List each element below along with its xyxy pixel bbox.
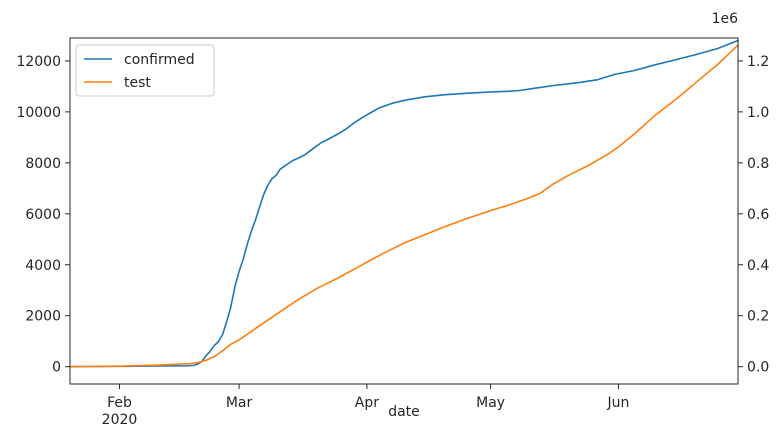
y-right-offset-label: 1e6 bbox=[712, 11, 739, 27]
y-right-tick-label: 0.4 bbox=[747, 258, 769, 274]
x-tick-sublabel: 2020 bbox=[102, 412, 138, 428]
y-left-tick-label: 4000 bbox=[25, 258, 61, 274]
x-tick-label: Feb bbox=[107, 395, 132, 411]
x-tick-label: Apr bbox=[355, 395, 379, 411]
y-left-tick-label: 0 bbox=[52, 360, 61, 376]
y-right-tick-label: 0.0 bbox=[747, 360, 769, 376]
y-left-tick-label: 12000 bbox=[16, 54, 61, 70]
y-left-tick-label: 10000 bbox=[16, 105, 61, 121]
y-axis-right: 0.0 0.2 0.4 0.6 0.8 1.0 1.2 bbox=[738, 54, 769, 376]
y-left-tick-label: 6000 bbox=[25, 207, 61, 223]
x-tick-label: May bbox=[476, 395, 505, 411]
legend-label-confirmed: confirmed bbox=[124, 52, 195, 68]
plot-border bbox=[69, 37, 739, 385]
legend: confirmed test bbox=[75, 44, 215, 97]
y-right-tick-label: 0.2 bbox=[747, 309, 769, 325]
x-tick-label: Mar bbox=[226, 395, 253, 411]
x-tick-label: Jun bbox=[606, 395, 629, 411]
y-right-tick-label: 0.6 bbox=[747, 207, 769, 223]
y-left-tick-label: 2000 bbox=[25, 309, 61, 325]
y-axis-left: 0 2000 4000 6000 8000 10000 12000 bbox=[16, 54, 70, 376]
series-layer bbox=[69, 39, 740, 368]
legend-box bbox=[75, 44, 215, 97]
x-axis-title: date bbox=[388, 404, 420, 420]
y-right-tick-label: 1.0 bbox=[747, 105, 769, 121]
y-right-tick-label: 1.2 bbox=[747, 54, 769, 70]
legend-label-test: test bbox=[124, 75, 151, 91]
y-right-tick-label: 0.8 bbox=[747, 156, 769, 172]
series-line-confirmed bbox=[69, 39, 740, 368]
plot-border-rect bbox=[69, 37, 739, 385]
y-left-tick-label: 8000 bbox=[25, 156, 61, 172]
series-line-test bbox=[69, 43, 740, 368]
